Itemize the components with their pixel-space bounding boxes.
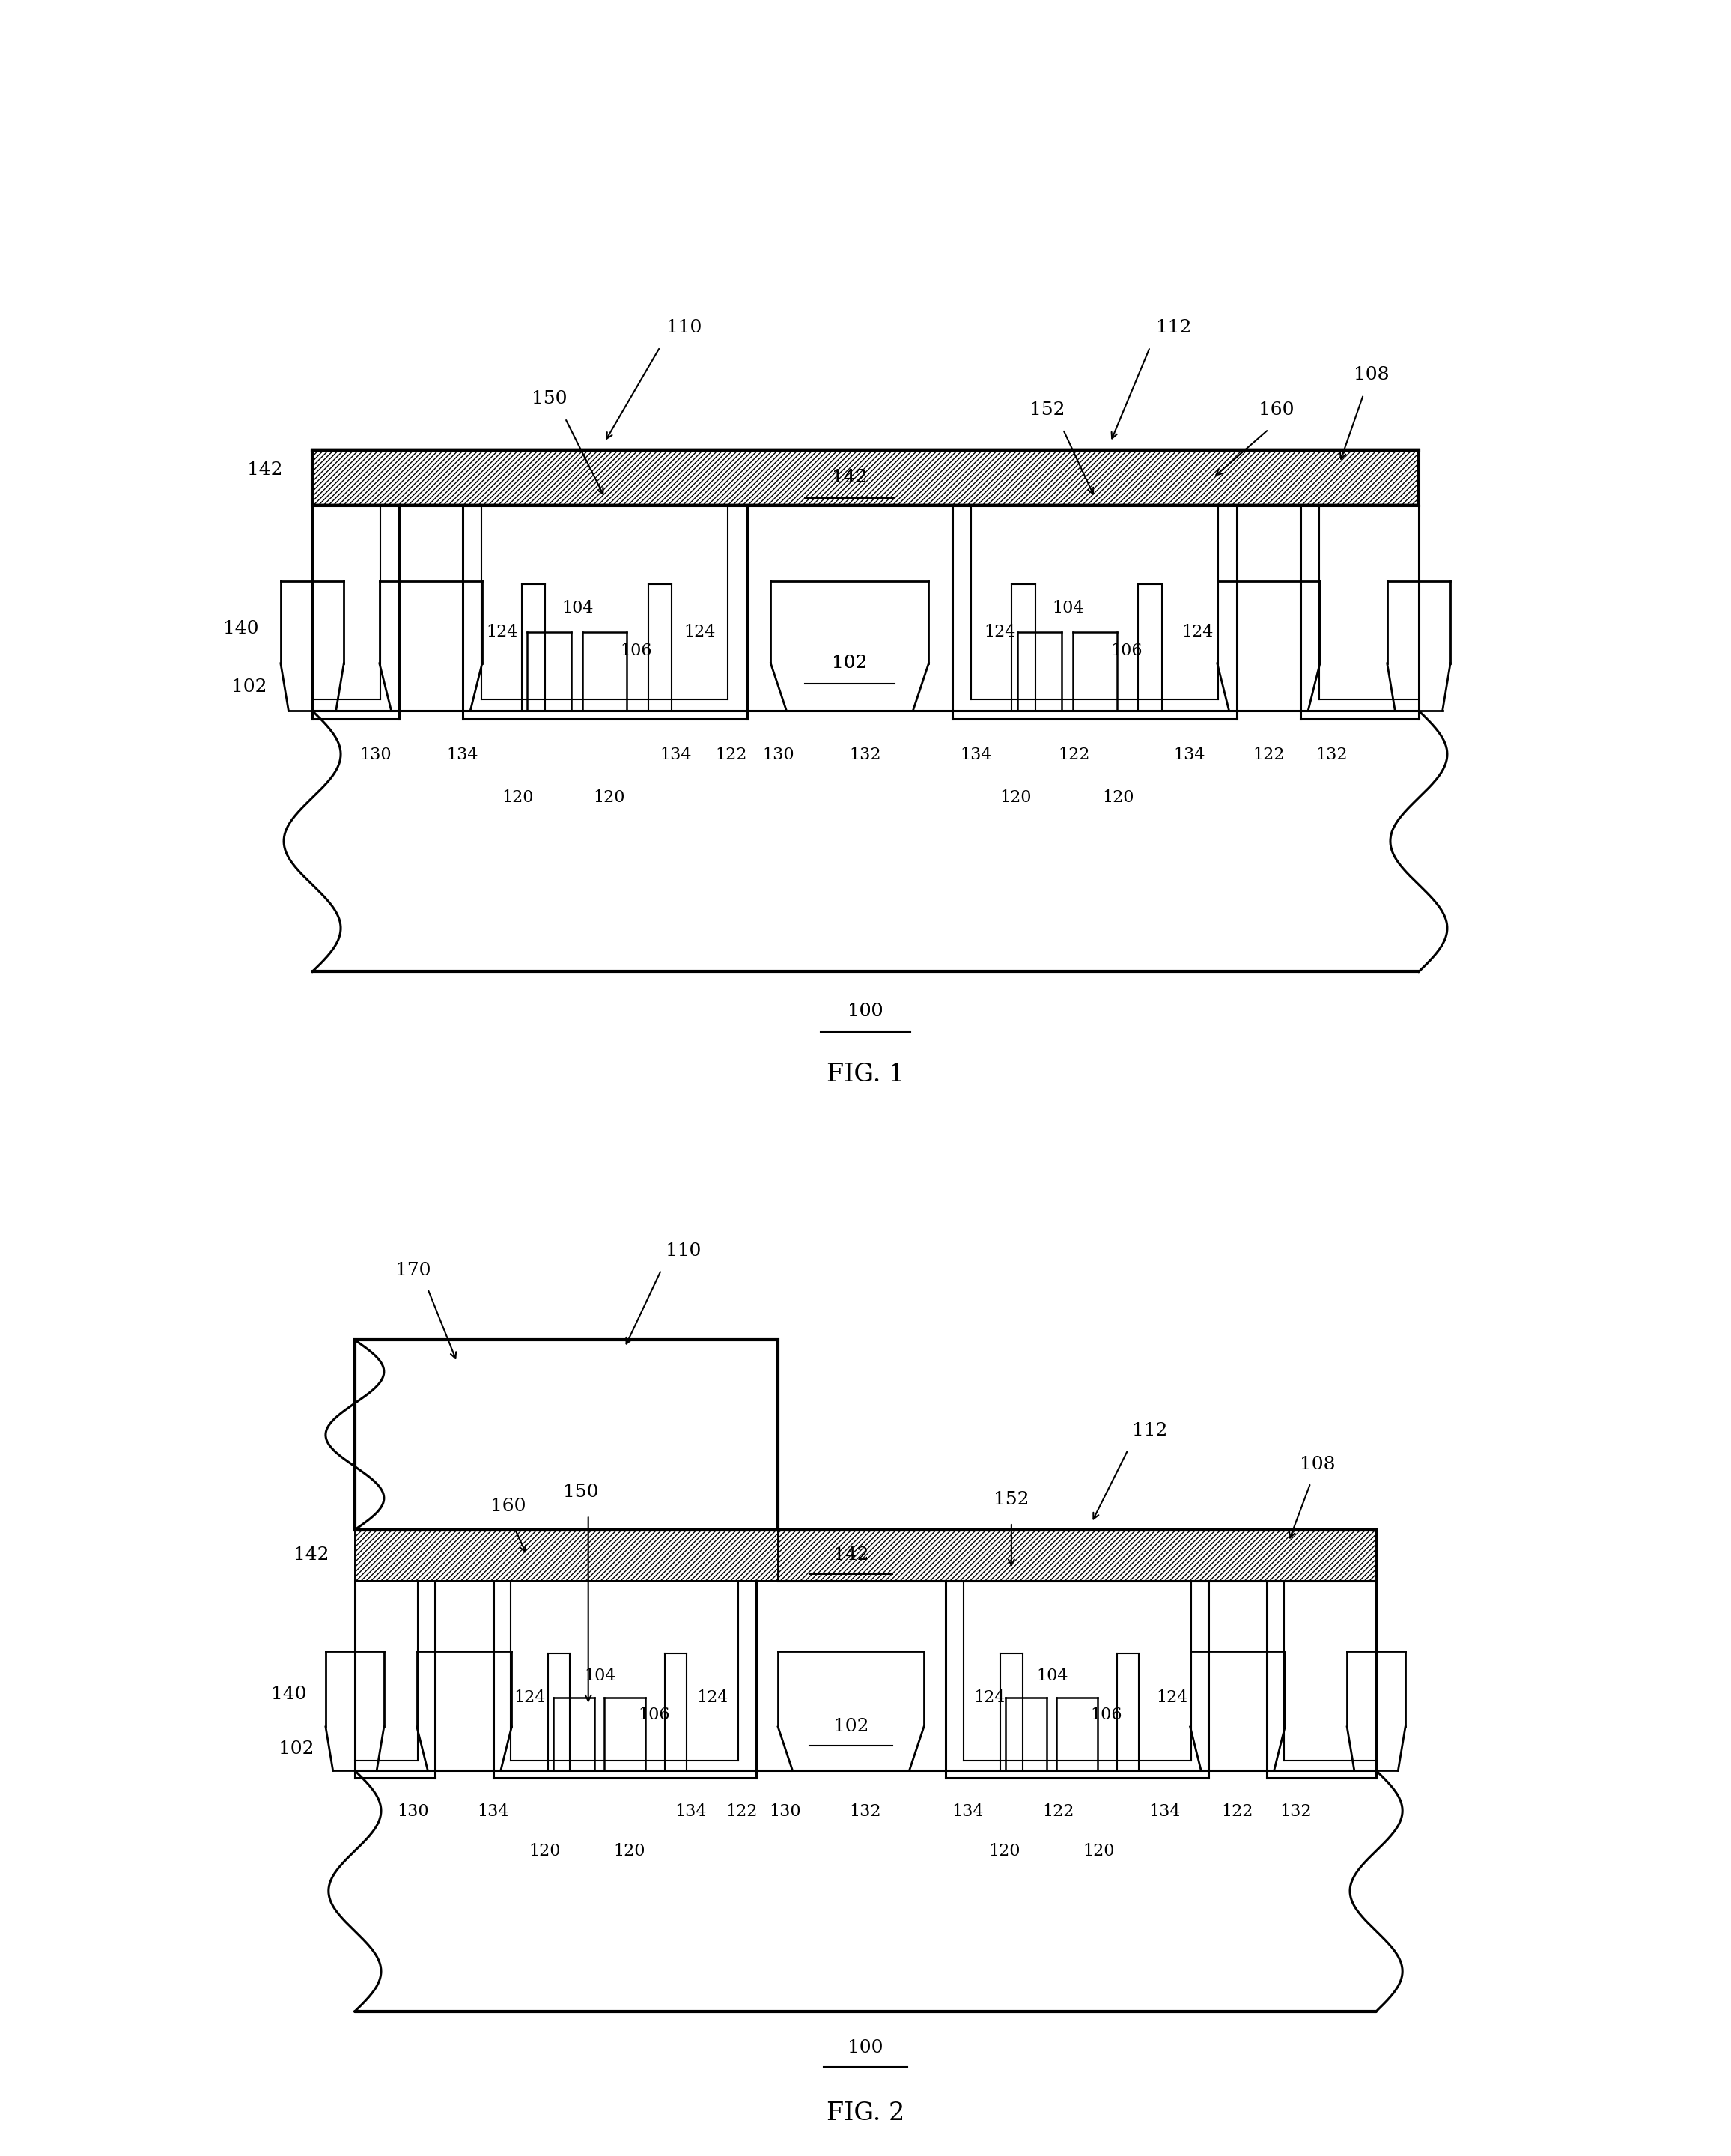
Text: 120: 120 (594, 789, 625, 806)
Text: 110: 110 (666, 319, 701, 336)
Text: 104: 104 (583, 1667, 616, 1684)
Text: 130: 130 (763, 746, 795, 763)
Text: 132: 132 (850, 1802, 881, 1820)
Text: 122: 122 (715, 746, 748, 763)
Text: 170: 170 (395, 1261, 431, 1279)
Text: 120: 120 (528, 1843, 561, 1858)
Text: 112: 112 (1132, 1423, 1168, 1440)
Text: 134: 134 (447, 746, 478, 763)
Text: 140: 140 (272, 1686, 306, 1703)
Text: 122: 122 (1058, 746, 1091, 763)
Text: 122: 122 (1042, 1802, 1073, 1820)
Text: 106: 106 (1110, 642, 1142, 660)
Text: 100: 100 (848, 1003, 883, 1020)
Text: 130: 130 (360, 746, 391, 763)
Text: 104: 104 (1037, 1667, 1068, 1684)
Text: 120: 120 (613, 1843, 646, 1858)
Text: 104: 104 (1052, 599, 1084, 617)
Text: 108: 108 (1300, 1455, 1336, 1473)
Text: 142: 142 (833, 1546, 869, 1563)
Text: 104: 104 (563, 599, 594, 617)
Text: 106: 106 (639, 1708, 670, 1723)
Text: 134: 134 (961, 746, 992, 763)
Text: 102: 102 (833, 1718, 869, 1736)
Text: 142: 142 (293, 1546, 329, 1563)
Text: 150: 150 (531, 390, 568, 407)
Text: 160: 160 (1258, 401, 1295, 418)
Bar (355, 1341, 777, 1531)
Text: 102: 102 (833, 655, 867, 673)
Text: 106: 106 (1091, 1708, 1122, 1723)
Text: 124: 124 (696, 1690, 729, 1705)
Text: 124: 124 (1182, 623, 1213, 640)
Text: 120: 120 (1084, 1843, 1115, 1858)
Text: 124: 124 (983, 623, 1016, 640)
Bar (777, 1531, 1376, 1580)
Text: 134: 134 (1174, 746, 1205, 763)
Text: 152: 152 (1030, 401, 1065, 418)
Text: 122: 122 (725, 1802, 758, 1820)
Text: 120: 120 (988, 1843, 1020, 1858)
Text: 152: 152 (994, 1490, 1030, 1507)
FancyBboxPatch shape (312, 451, 1419, 505)
Text: 150: 150 (563, 1483, 599, 1501)
Text: 120: 120 (1103, 789, 1134, 806)
Text: 124: 124 (1156, 1690, 1187, 1705)
Text: 124: 124 (973, 1690, 1006, 1705)
Text: 134: 134 (1149, 1802, 1181, 1820)
Text: 134: 134 (952, 1802, 983, 1820)
Text: 132: 132 (1279, 1802, 1312, 1820)
Text: 134: 134 (478, 1802, 509, 1820)
Bar (355, 1531, 777, 1580)
Text: 160: 160 (490, 1498, 526, 1516)
Text: 142: 142 (833, 470, 867, 485)
Text: FIG. 2: FIG. 2 (826, 2102, 905, 2126)
Text: 100: 100 (848, 1003, 883, 1020)
Text: 110: 110 (665, 1242, 701, 1259)
Text: 122: 122 (1253, 746, 1284, 763)
Text: 142: 142 (248, 461, 282, 479)
Text: 134: 134 (675, 1802, 706, 1820)
Text: 132: 132 (1316, 746, 1348, 763)
Text: 124: 124 (684, 623, 715, 640)
Text: 108: 108 (1354, 367, 1388, 384)
Text: 142: 142 (833, 470, 867, 485)
Text: 102: 102 (232, 679, 267, 696)
Text: 102: 102 (279, 1740, 315, 1757)
Text: 100: 100 (848, 2040, 883, 2057)
Text: 140: 140 (223, 621, 260, 638)
Text: 112: 112 (1156, 319, 1191, 336)
Text: 124: 124 (486, 623, 518, 640)
Text: 120: 120 (1001, 789, 1032, 806)
Text: 124: 124 (514, 1690, 545, 1705)
Text: 130: 130 (396, 1802, 429, 1820)
Text: 120: 120 (502, 789, 533, 806)
Text: 132: 132 (850, 746, 881, 763)
Text: 134: 134 (660, 746, 692, 763)
Text: FIG. 1: FIG. 1 (826, 1063, 905, 1087)
Text: 122: 122 (1222, 1802, 1253, 1820)
Text: 130: 130 (769, 1802, 801, 1820)
Text: 106: 106 (620, 642, 653, 660)
Text: 102: 102 (833, 655, 867, 673)
